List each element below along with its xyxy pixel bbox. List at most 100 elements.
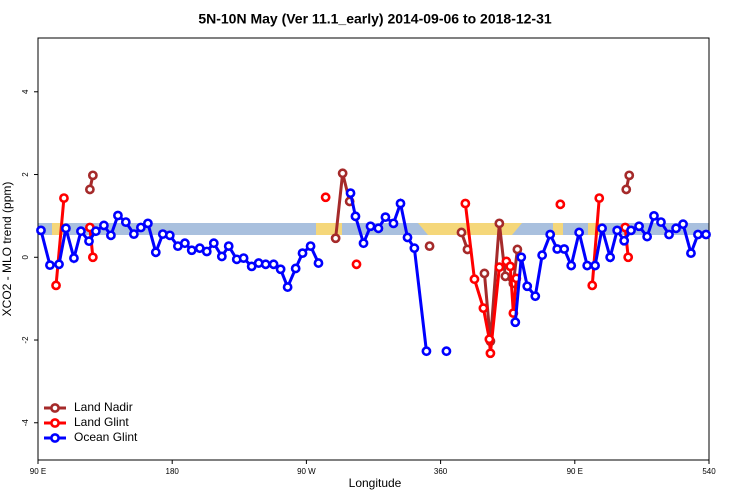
data-point: [238, 253, 249, 264]
legend-label: Land Glint: [74, 415, 129, 429]
data-point: [469, 274, 480, 285]
data-point: [290, 263, 301, 274]
data-point: [69, 253, 79, 264]
data-point: [350, 211, 361, 222]
data-point: [424, 241, 435, 252]
data-point: [365, 221, 376, 232]
y-tick-label: -2: [21, 336, 30, 344]
data-point: [621, 184, 632, 195]
series-line: [54, 197, 66, 286]
data-point: [421, 346, 432, 357]
data-point: [275, 264, 286, 275]
data-point: [142, 218, 153, 229]
data-point: [150, 247, 161, 258]
data-point: [597, 223, 607, 234]
legend-marker: [50, 418, 60, 428]
x-tick-label: 90 E: [567, 467, 583, 476]
data-point: [305, 241, 316, 252]
land-band: [553, 223, 563, 235]
data-point: [90, 226, 101, 237]
data-point: [223, 241, 234, 252]
data-point: [626, 225, 636, 236]
data-point: [485, 348, 496, 359]
data-point: [530, 291, 541, 302]
data-point: [545, 229, 556, 240]
data-point: [624, 170, 635, 181]
data-point: [590, 260, 600, 271]
legend-label: Land Nadir: [74, 400, 133, 414]
data-point: [522, 281, 533, 292]
plot-frame: [37, 37, 710, 461]
data-point: [45, 260, 55, 271]
data-point: [345, 188, 356, 199]
data-point: [693, 229, 703, 240]
data-point: [566, 260, 577, 271]
data-point: [388, 218, 399, 229]
data-point: [612, 225, 623, 236]
x-axis-label: Longitude: [349, 476, 402, 490]
y-tick-label: -4: [21, 419, 30, 427]
data-point: [320, 192, 331, 203]
data-point: [84, 184, 95, 195]
data-point: [120, 217, 131, 228]
series-line: [463, 203, 518, 354]
data-point: [409, 243, 420, 254]
data-point: [479, 268, 490, 279]
data-point: [164, 230, 175, 241]
legend-marker: [50, 433, 60, 443]
data-point: [358, 238, 369, 249]
data-point: [76, 226, 86, 237]
data-point: [337, 168, 348, 179]
data-point: [373, 223, 384, 234]
data-point: [268, 259, 279, 270]
data-point: [297, 248, 308, 259]
data-point: [478, 303, 489, 314]
data-point: [351, 259, 362, 270]
data-point: [135, 222, 146, 233]
data-point: [60, 223, 71, 234]
data-point: [678, 219, 688, 230]
y-axis-label: XCO2 - MLO trend (ppm): [0, 182, 14, 317]
data-point: [484, 334, 495, 345]
data-point: [282, 282, 293, 292]
data-point: [510, 317, 521, 328]
data-point: [106, 230, 116, 241]
data-point: [642, 231, 653, 242]
data-point: [582, 260, 593, 271]
data-point: [505, 261, 516, 272]
data-point: [656, 217, 666, 228]
legend-label: Ocean Glint: [74, 430, 138, 444]
data-point: [671, 223, 681, 234]
data-point: [555, 199, 566, 210]
data-point: [587, 280, 598, 291]
data-point: [494, 262, 505, 273]
data-point: [87, 252, 98, 263]
data-point: [494, 218, 505, 229]
data-point: [128, 229, 139, 240]
data-point: [605, 252, 616, 263]
data-point: [574, 227, 585, 238]
data-point: [701, 229, 711, 240]
data-point: [623, 252, 634, 263]
x-tick-label: 360: [434, 467, 448, 476]
data-point: [208, 238, 219, 249]
data-point: [84, 236, 94, 247]
data-point: [59, 193, 69, 204]
data-point: [664, 229, 674, 240]
x-tick-label: 180: [166, 467, 180, 476]
data-point: [559, 244, 570, 254]
data-point: [686, 248, 696, 259]
y-tick-label: 2: [21, 172, 30, 177]
data-point: [201, 246, 212, 257]
data-point: [441, 346, 452, 357]
x-tick-label: 90 E: [30, 467, 46, 476]
data-point: [87, 170, 98, 181]
data-point: [516, 252, 527, 263]
data-point: [54, 259, 64, 270]
data-point: [179, 238, 190, 249]
x-tick-label: 540: [702, 467, 716, 476]
data-point: [594, 193, 605, 204]
series-line: [590, 197, 601, 286]
data-point: [36, 225, 46, 236]
